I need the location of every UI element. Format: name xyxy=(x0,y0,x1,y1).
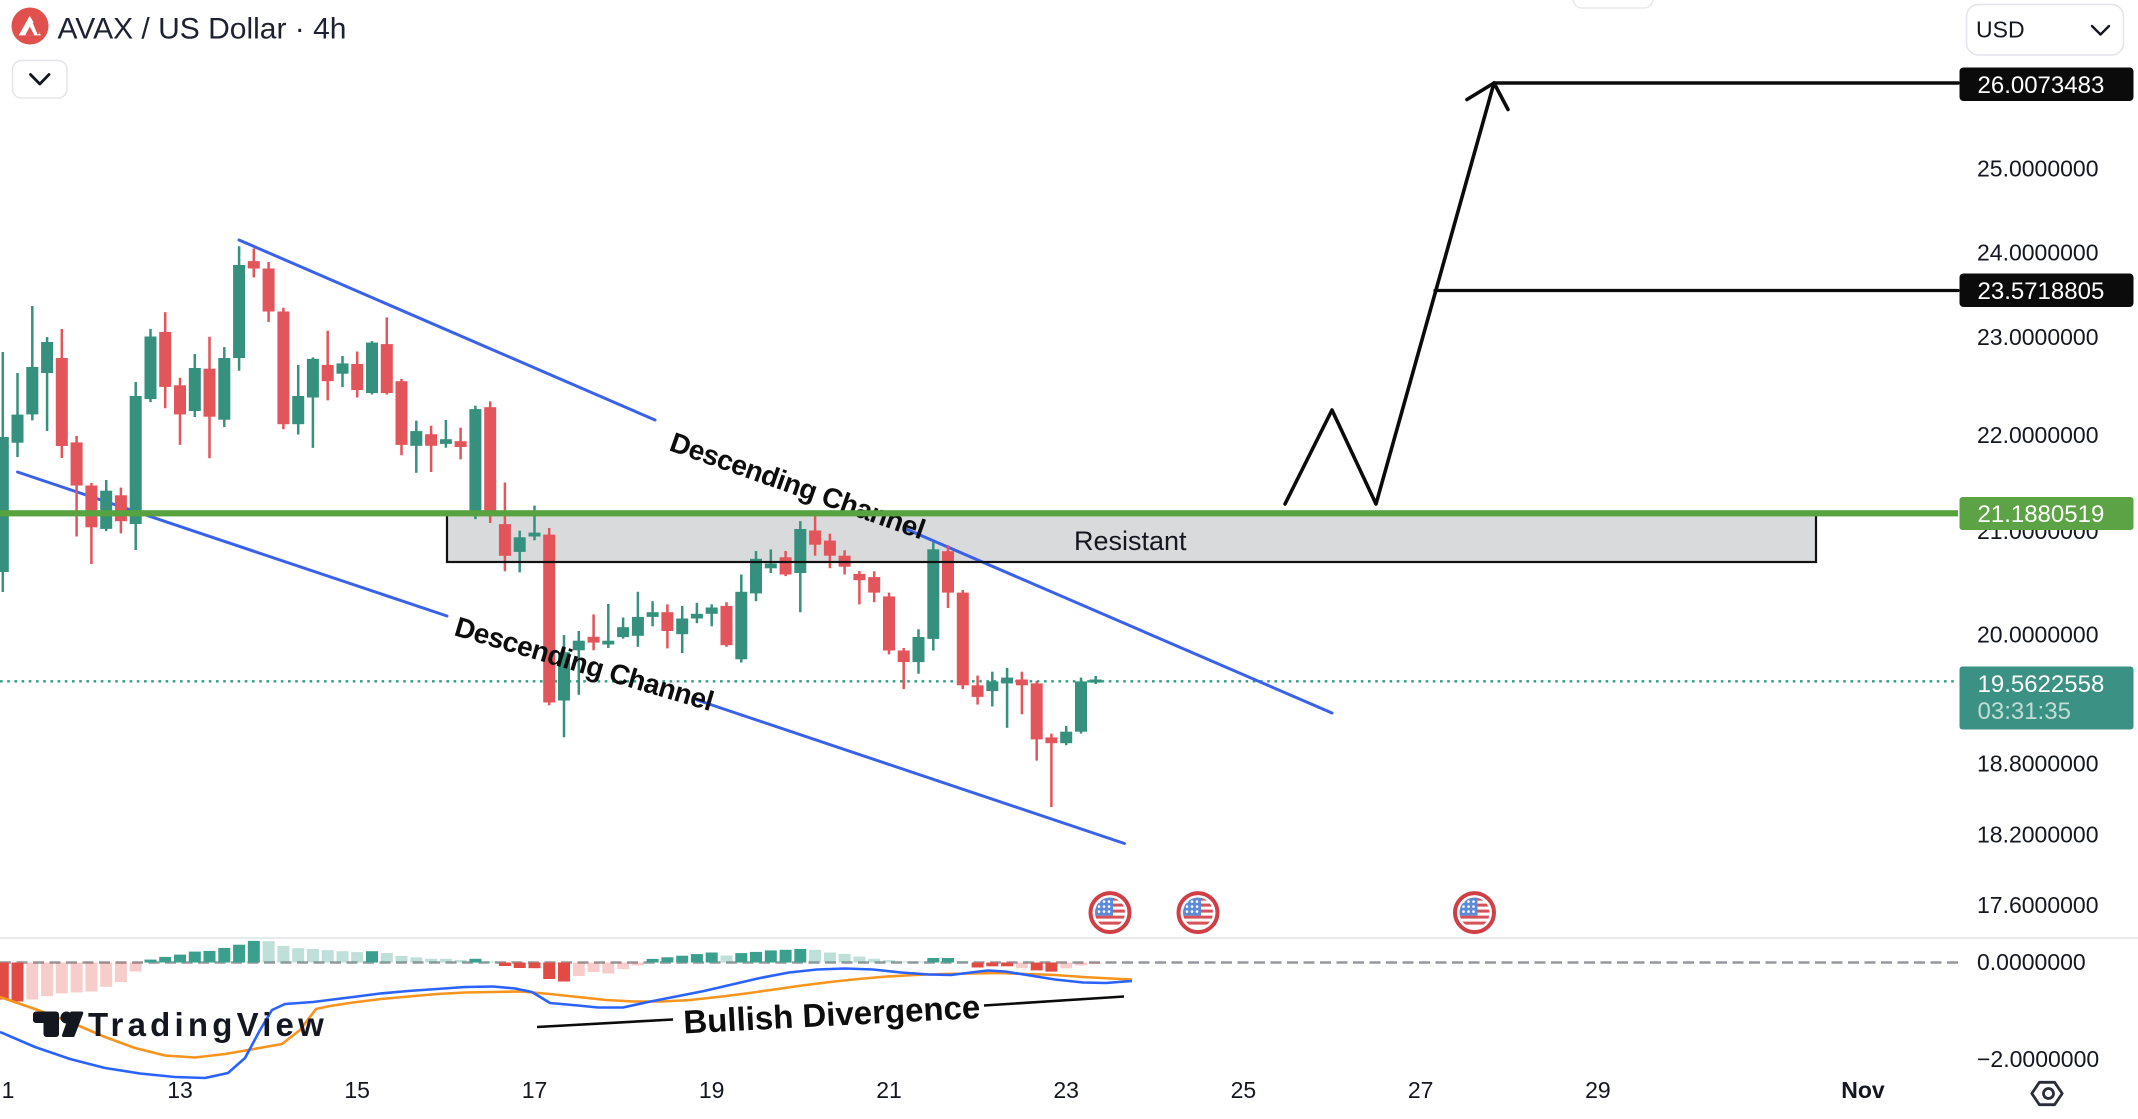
svg-text:22.0000000: 22.0000000 xyxy=(1977,422,2099,448)
svg-text:17: 17 xyxy=(522,1077,548,1103)
svg-text:13: 13 xyxy=(167,1077,193,1103)
svg-text:19: 19 xyxy=(699,1077,725,1103)
svg-text:24.0000000: 24.0000000 xyxy=(1977,239,2099,265)
svg-text:AVAX / US Dollar · 4h: AVAX / US Dollar · 4h xyxy=(58,13,347,46)
svg-text:1: 1 xyxy=(2,1077,15,1103)
svg-text:Resistant: Resistant xyxy=(1074,526,1187,556)
svg-text:15: 15 xyxy=(344,1077,370,1103)
svg-text:03:31:35: 03:31:35 xyxy=(1978,698,2071,725)
svg-text:17.6000000: 17.6000000 xyxy=(1977,892,2099,918)
svg-text:25: 25 xyxy=(1231,1077,1257,1103)
svg-text:Nov: Nov xyxy=(1841,1077,1885,1103)
svg-text:27: 27 xyxy=(1408,1077,1434,1103)
svg-text:21.1880519: 21.1880519 xyxy=(1978,501,2105,528)
svg-text:23: 23 xyxy=(1053,1077,1079,1103)
svg-text:25.0000000: 25.0000000 xyxy=(1977,155,2099,181)
svg-text:19.5622558: 19.5622558 xyxy=(1978,671,2105,698)
svg-text:23.5718805: 23.5718805 xyxy=(1978,278,2105,305)
svg-text:USD: USD xyxy=(1976,17,2025,43)
svg-text:0.0000000: 0.0000000 xyxy=(1977,949,2086,975)
svg-text:23.0000000: 23.0000000 xyxy=(1977,324,2099,350)
svg-text:TradingView: TradingView xyxy=(88,1006,328,1043)
svg-text:18.2000000: 18.2000000 xyxy=(1977,821,2099,847)
svg-text:29: 29 xyxy=(1585,1077,1611,1103)
svg-text:−2.0000000: −2.0000000 xyxy=(1977,1046,2099,1072)
svg-text:18.8000000: 18.8000000 xyxy=(1977,751,2099,777)
svg-text:26.0073483: 26.0073483 xyxy=(1978,72,2105,99)
svg-text:20.0000000: 20.0000000 xyxy=(1977,622,2099,648)
svg-text:21: 21 xyxy=(876,1077,902,1103)
